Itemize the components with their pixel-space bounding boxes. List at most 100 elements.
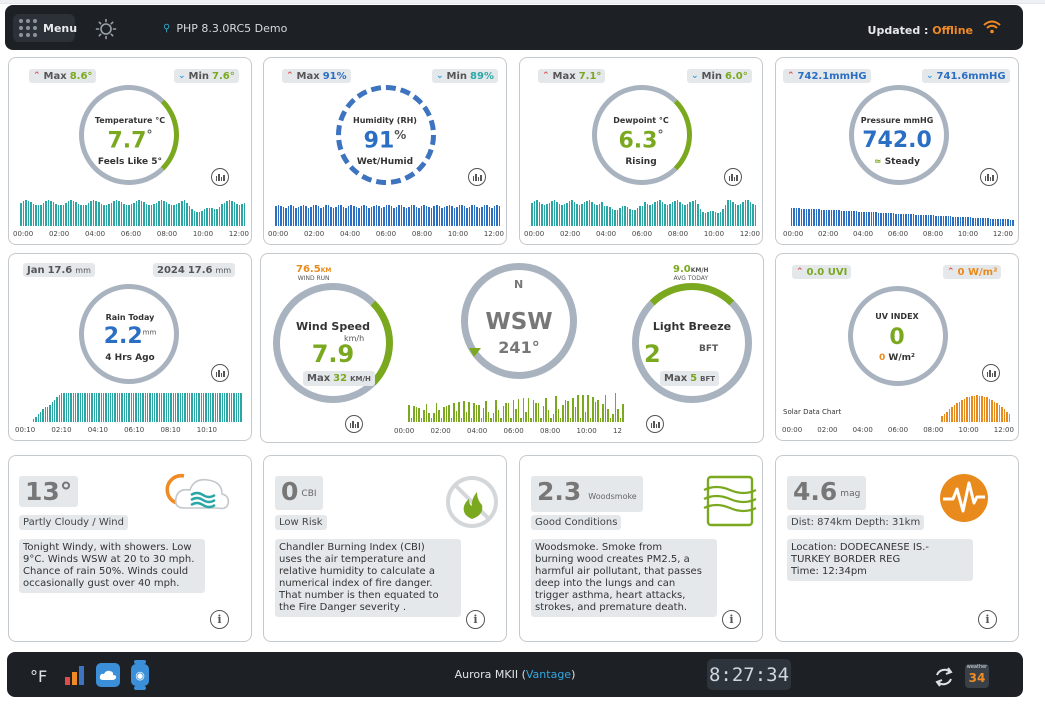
sparkline-bar: [90, 201, 92, 226]
pressure-title: Pressure mmHG: [860, 116, 934, 125]
info-icon[interactable]: i: [978, 610, 997, 629]
sparkline-bar: [863, 211, 865, 226]
sparkline-bar: [568, 200, 571, 226]
wind-direction-arrow-icon: [469, 348, 481, 357]
sparkline-bar: [581, 204, 583, 226]
sparkline-bar: [951, 407, 953, 422]
chart-button-icon[interactable]: [646, 415, 664, 433]
sparkline-bar: [596, 204, 598, 226]
chart-button-icon[interactable]: [211, 364, 229, 382]
compass-gauge: [461, 263, 577, 379]
sparkline-bar: [213, 208, 216, 226]
weather34-badge[interactable]: weather 34: [965, 664, 989, 688]
description-line: uses the air temperature and: [279, 554, 426, 565]
sparkline-bar: [584, 411, 587, 422]
sparkline-bar: [347, 206, 350, 226]
sparkline-bar: [208, 207, 211, 226]
sparkline-bar: [310, 207, 312, 226]
sparkline-bar: [105, 205, 108, 226]
description-line: Woodsmoke. Smoke from: [535, 542, 663, 553]
sparkline-bar: [1002, 219, 1004, 226]
bft-value: 2: [644, 340, 661, 368]
sparkline-bar: [566, 202, 568, 226]
chart-button-icon[interactable]: [982, 364, 1000, 382]
sparkline-bar: [686, 204, 689, 226]
sparkline-bar: [603, 206, 606, 226]
menu-button[interactable]: Menu: [13, 14, 77, 42]
sparkline-bar: [845, 210, 848, 226]
sparkline-bar: [545, 397, 547, 422]
weather-app-icon[interactable]: [96, 663, 120, 687]
watch-icon[interactable]: ◉: [130, 660, 150, 690]
sparkline-bar: [450, 417, 453, 422]
sparkline-bar: [74, 392, 77, 422]
sparkline-bar: [624, 205, 626, 226]
axis-tick-label: 08:00: [540, 427, 561, 435]
description-line: That number is then equated to: [279, 590, 439, 601]
sparkline-bar: [453, 402, 455, 422]
sparkline-bar: [470, 417, 473, 422]
sparkline-bar: [72, 200, 75, 226]
bft-unit: BFT: [699, 344, 719, 354]
sparkline-bar: [795, 208, 798, 226]
chart-button-icon[interactable]: [724, 168, 742, 186]
sparkline-bar: [100, 392, 102, 422]
sparkline-bar: [465, 411, 468, 422]
beaufort-gauge: [632, 283, 752, 403]
sparkline-bar: [510, 417, 512, 422]
chart-button-icon[interactable]: [980, 168, 998, 186]
unit-toggle-button[interactable]: °F: [30, 667, 48, 686]
sparkline-bar: [81, 392, 84, 422]
sparkline-bar: [128, 205, 130, 226]
sparkline-bar: [458, 205, 461, 226]
sparkline-bar: [646, 203, 649, 226]
refresh-icon[interactable]: [933, 666, 955, 688]
info-icon[interactable]: i: [466, 610, 485, 629]
humidity-gauge: [336, 85, 436, 185]
sparkline-bar: [520, 417, 522, 422]
sparkline-bar: [420, 417, 423, 422]
sparkline-bar: [49, 404, 51, 422]
sparkline-bar: [330, 206, 332, 226]
sparkline-bar: [562, 404, 564, 422]
arrow-up-icon: ⌃: [796, 267, 804, 277]
sparkline-bar: [65, 202, 67, 226]
top-bar: Menu ⚲ PHP 8.3.0RC5 Demo Updated : Offli…: [5, 5, 1023, 50]
solar-value: 0 W/m²: [879, 353, 915, 363]
sparkline-bar: [952, 216, 954, 226]
sparkline-bar: [880, 212, 882, 226]
info-icon[interactable]: i: [722, 610, 741, 629]
sparkline-bar: [483, 205, 486, 226]
sparkline-bar: [241, 204, 243, 226]
sparkline-bar: [423, 410, 425, 422]
sparkline-bar: [290, 204, 292, 226]
sparkline-bar: [214, 392, 216, 422]
sparkline-bar: [712, 210, 714, 226]
sparkline-bar: [941, 416, 943, 422]
axis-tick-label: 06:00: [503, 427, 524, 435]
sparkline-bar: [641, 205, 644, 226]
sparkline-bar: [838, 210, 840, 226]
sparkline-bar: [749, 202, 752, 226]
sparkline-bar: [468, 206, 471, 226]
sparkline-bar: [285, 207, 287, 226]
sparkline-bar: [607, 408, 609, 422]
sparkline-bar: [967, 217, 969, 226]
sparkline-bar: [969, 217, 972, 226]
sparkline-bar: [186, 202, 188, 226]
chart-button-icon[interactable]: [211, 168, 229, 186]
humidity-bars: [275, 202, 501, 226]
info-icon[interactable]: i: [210, 610, 229, 629]
sparkline-bar: [482, 408, 485, 422]
charts-icon[interactable]: [64, 664, 86, 686]
axis-tick-label: 06:00: [887, 230, 909, 238]
sparkline-bar: [400, 205, 403, 226]
theme-sun-icon[interactable]: [95, 18, 117, 40]
sparkline-bar: [292, 205, 295, 226]
chart-button-icon[interactable]: [345, 415, 363, 433]
sparkline-bar: [654, 202, 656, 226]
chart-button-icon[interactable]: [468, 168, 486, 186]
sparkline-bar: [172, 392, 175, 422]
sparkline-bar: [507, 402, 510, 422]
sparkline-bar: [649, 205, 651, 226]
